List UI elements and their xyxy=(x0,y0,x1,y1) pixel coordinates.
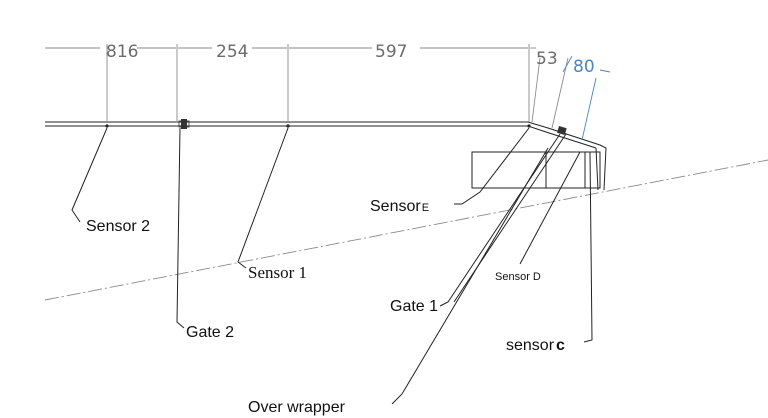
sensor2-marker xyxy=(105,124,109,128)
gate1-marker xyxy=(557,126,567,135)
dimension-597: 597 xyxy=(375,42,407,62)
sensorE-marker xyxy=(527,124,531,128)
box-structure xyxy=(471,151,601,189)
label-sensor-d: Sensor D xyxy=(495,271,541,283)
sensor1-marker xyxy=(286,124,290,128)
label-sensor-c: sensor c xyxy=(506,337,565,354)
label-gate-1: Gate 1 xyxy=(390,298,438,315)
label-sensor-2: Sensor 2 xyxy=(86,218,150,235)
gate2-marker xyxy=(178,119,190,129)
dimension-80: 80 xyxy=(573,57,595,77)
label-gate-2: Gate 2 xyxy=(186,324,234,341)
dimension-53: 53 xyxy=(536,49,558,69)
ground-line xyxy=(44,159,768,301)
dimension-816: 816 xyxy=(106,42,138,62)
dimension-254: 254 xyxy=(216,42,248,62)
label-sensor-e: SensorE xyxy=(370,198,429,215)
label-over-wrapper: Over wrapper xyxy=(248,399,346,416)
leader-lines xyxy=(71,127,593,405)
dimension-lines xyxy=(45,44,611,141)
label-sensor-1: Sensor 1 xyxy=(248,263,307,282)
main-rail xyxy=(45,121,607,191)
